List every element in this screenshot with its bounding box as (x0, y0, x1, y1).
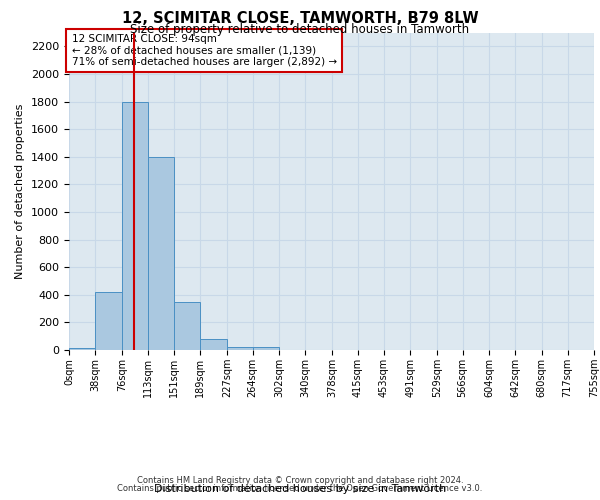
Text: Contains HM Land Registry data © Crown copyright and database right 2024.: Contains HM Land Registry data © Crown c… (137, 476, 463, 485)
Bar (227, 346, 253, 350)
Bar (122, 102, 148, 350)
Bar (95, 292, 122, 350)
Text: 12, SCIMITAR CLOSE, TAMWORTH, B79 8LW: 12, SCIMITAR CLOSE, TAMWORTH, B79 8LW (122, 11, 478, 26)
Text: Size of property relative to detached houses in Tamworth: Size of property relative to detached ho… (130, 22, 470, 36)
Y-axis label: Number of detached properties: Number of detached properties (16, 104, 25, 279)
Text: Distribution of detached houses by size in Tamworth: Distribution of detached houses by size … (154, 484, 446, 494)
Text: Contains public sector information licensed under the Open Government Licence v3: Contains public sector information licen… (118, 484, 482, 493)
Bar (200, 339, 227, 350)
Bar (69, 348, 95, 350)
Bar (174, 302, 200, 350)
Bar (148, 156, 174, 350)
Text: 12 SCIMITAR CLOSE: 94sqm
← 28% of detached houses are smaller (1,139)
71% of sem: 12 SCIMITAR CLOSE: 94sqm ← 28% of detach… (71, 34, 337, 68)
Bar (253, 347, 279, 350)
